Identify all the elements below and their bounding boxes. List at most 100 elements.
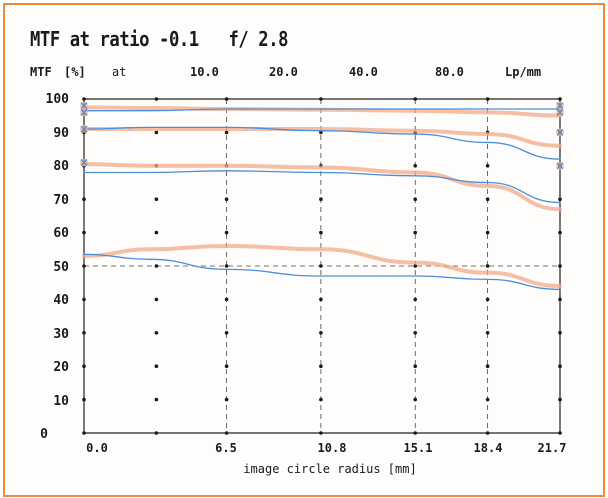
endpoint-x-marker xyxy=(80,159,88,166)
y-tick-label: 100 xyxy=(46,92,70,107)
grid-dot xyxy=(413,297,418,302)
mtf-curve-sagittal-10-0 xyxy=(82,105,562,118)
freq-label-80: 80.0 xyxy=(435,65,464,79)
grid-dot xyxy=(224,297,229,302)
grid-dot xyxy=(413,397,418,402)
grid-dot xyxy=(319,97,323,101)
x-tick-label: 10.8 xyxy=(318,441,347,455)
y-tick-label: 20 xyxy=(53,360,69,375)
grid-dot xyxy=(154,397,159,402)
grid-dot xyxy=(154,331,159,335)
grid-dot xyxy=(558,97,562,101)
grid-dot xyxy=(485,230,490,235)
x-tick-label: 6.5 xyxy=(215,441,237,455)
grid-dot xyxy=(558,431,562,435)
mtf-curve-sagittal-40-0 xyxy=(82,162,562,212)
grid-dot xyxy=(319,264,323,268)
grid-dot xyxy=(485,364,490,369)
x-tick-label: 18.4 xyxy=(474,441,503,455)
grid-dot xyxy=(413,331,418,335)
grid-dot xyxy=(319,431,323,435)
grid-dot xyxy=(558,197,562,201)
grid-dot xyxy=(154,431,159,435)
grid-dot xyxy=(558,397,562,402)
grid-dot xyxy=(558,364,562,369)
mtf-curve-sagittal-80-0 xyxy=(82,243,562,289)
grid-dot xyxy=(319,297,323,302)
grid-dot xyxy=(82,264,86,268)
grid-dot xyxy=(154,230,159,235)
grid-dot xyxy=(224,264,229,268)
grid-dot xyxy=(319,230,323,235)
endpoint-x-marker xyxy=(80,102,88,110)
mtf-curve-tangential-40-0 xyxy=(83,170,561,204)
grid-dot xyxy=(485,264,490,268)
endpoint-x-marker xyxy=(80,108,88,116)
grid-dot xyxy=(82,97,86,101)
grid-dot xyxy=(224,197,229,201)
grid-dot xyxy=(485,397,490,402)
grid-dot xyxy=(154,197,159,201)
grid-dot xyxy=(154,130,159,135)
grid-dot xyxy=(319,197,323,201)
y-tick-label: 50 xyxy=(53,260,69,275)
freq-label-20: 20.0 xyxy=(269,65,298,79)
grid-dot xyxy=(82,397,86,402)
grid-dot xyxy=(319,364,323,369)
grid-dot xyxy=(485,97,490,101)
grid-dot xyxy=(224,331,229,335)
grid-dot xyxy=(413,264,418,268)
grid-dot xyxy=(154,264,159,268)
freq-label-40: 40.0 xyxy=(349,65,378,79)
endpoint-x-marker xyxy=(556,108,564,116)
endpoint-x-marker xyxy=(80,125,88,133)
grid-dot xyxy=(224,97,229,101)
y-tick-label: 60 xyxy=(53,226,69,241)
freq-unit-label: Lp/mm xyxy=(505,65,541,79)
grid-dot xyxy=(485,431,490,435)
at-label: at xyxy=(112,65,126,79)
y-tick-label: 80 xyxy=(53,159,69,174)
grid-dot xyxy=(224,397,229,402)
freq-label-10: 10.0 xyxy=(190,65,219,79)
mtf-curve-tangential-20-0 xyxy=(83,126,561,160)
grid-dot xyxy=(485,331,490,335)
x-axis-label: image circle radius [mm] xyxy=(243,462,416,476)
grid-dot xyxy=(413,164,418,168)
grid-dot xyxy=(319,331,323,335)
mtf-curve-tangential-80-0 xyxy=(83,253,561,291)
grid-dot xyxy=(413,97,418,101)
y-tick-label: 40 xyxy=(53,293,69,308)
mtf-curve-sagittal-20-0 xyxy=(82,127,562,148)
grid-dot xyxy=(485,197,490,201)
grid-dot xyxy=(485,164,490,168)
y-tick-label: 10 xyxy=(53,394,69,409)
grid-dot xyxy=(558,331,562,335)
mtf-curve-tangential-10-0 xyxy=(83,108,561,112)
grid-dot xyxy=(82,197,86,201)
endpoint-x-marker xyxy=(556,162,564,170)
grid-dot xyxy=(154,364,159,369)
y-tick-label: 30 xyxy=(53,327,69,342)
unit-label: [%] xyxy=(64,65,86,79)
grid-dot xyxy=(413,364,418,369)
grid-dot xyxy=(82,364,86,369)
grid-dot xyxy=(224,364,229,369)
grid-dot xyxy=(558,264,562,268)
grid-dot xyxy=(154,297,159,302)
grid-dot xyxy=(413,431,418,435)
y-tick-label: 0 xyxy=(40,427,48,442)
grid-dot xyxy=(82,297,86,302)
endpoint-x-marker xyxy=(556,128,564,136)
x-tick-label: 21.7 xyxy=(538,441,567,455)
grid-dot xyxy=(558,230,562,235)
y-tick-label: 90 xyxy=(53,126,69,141)
y-tick-label: 70 xyxy=(53,193,69,208)
grid-dot xyxy=(224,230,229,235)
grid-dot xyxy=(154,97,159,101)
grid-dot xyxy=(224,431,229,435)
grid-dot xyxy=(485,297,490,302)
grid-dot xyxy=(224,130,229,135)
mtf-label: MTF xyxy=(30,65,52,79)
